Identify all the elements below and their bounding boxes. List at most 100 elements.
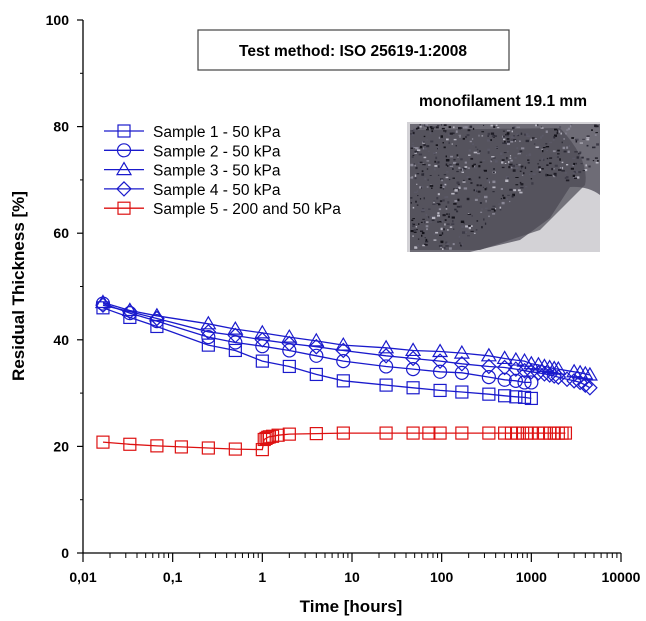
speckle [458,127,461,130]
speckle [523,172,525,175]
speckle [563,138,565,140]
data-point [498,426,512,440]
data-point [530,364,547,381]
speckle [473,189,476,192]
speckle [526,154,528,157]
data-point [546,368,563,384]
speckle [505,179,509,182]
data-point [496,359,513,376]
speckle [446,213,449,215]
speckle [454,189,458,192]
speckle [527,159,530,161]
speckle [456,170,459,173]
speckle [425,221,429,223]
speckle [467,225,471,227]
monofilament-photo [407,122,600,252]
speckle [456,185,458,189]
speckle [525,186,528,188]
x-tick-label: 1000 [516,569,547,585]
data-point [149,310,165,327]
speckle [520,165,524,168]
speckle [453,138,457,141]
speckle [480,211,483,213]
speckle [576,138,579,140]
speckle [411,130,415,132]
speckle [495,147,499,149]
speckle [467,129,471,132]
speckle [449,165,454,167]
speckle [556,131,559,135]
data-point [455,385,469,399]
speckle [515,184,519,186]
speckle [459,136,461,138]
speckle [416,244,420,247]
speckle [437,174,440,176]
data-point [455,426,469,440]
data-point [201,330,216,345]
speckle [509,200,511,203]
speckle [557,153,560,155]
speckle [448,133,451,136]
speckle [433,200,436,203]
speckle [501,201,505,205]
legend-label: Sample 2 - 50 kPa [153,143,281,160]
speckle [540,136,542,139]
speckle [466,197,470,201]
speckle [413,163,415,165]
speckle [417,149,421,152]
speckle [484,195,488,199]
speckle [459,127,463,130]
speckle [586,135,590,138]
speckle [562,166,564,170]
speckle [519,150,523,153]
speckle [567,127,571,130]
speckle [421,141,424,143]
speckle [481,226,483,229]
speckle [422,163,426,166]
speckle [420,221,423,223]
data-point [309,348,324,363]
speckle [500,198,502,200]
speckle [421,234,423,237]
speckle [531,182,534,185]
speckle [568,144,570,147]
speckle [481,131,485,133]
speckle [499,208,502,211]
speckle [542,149,544,153]
speckle [545,143,548,145]
speckle [533,143,536,145]
speckle [423,141,425,143]
speckle [495,124,498,126]
speckle [411,156,414,158]
speckle [554,164,558,167]
speckle [430,216,432,218]
speckle [439,186,443,189]
speckle [540,168,544,170]
series-4 [95,297,598,396]
speckle [470,225,473,227]
speckle [410,197,413,199]
speckle [418,153,423,156]
speckle [420,187,422,189]
speckle [412,225,415,227]
speckle [463,179,465,182]
speckle [449,226,453,228]
speckle [425,213,428,216]
speckle [446,242,450,246]
speckle [442,199,445,202]
speckle [413,231,417,233]
speckle [419,161,423,163]
legend-marker [116,143,132,158]
speckle [434,160,436,163]
speckle [465,135,467,139]
speckle [515,177,519,178]
speckle [463,222,465,225]
speckle [441,179,443,182]
speckle [469,125,473,128]
speckle [447,201,450,204]
speckle [484,207,488,209]
speckle [443,246,446,249]
speckle [415,200,417,203]
y-tick-label: 40 [53,332,69,348]
speckle [556,156,559,158]
